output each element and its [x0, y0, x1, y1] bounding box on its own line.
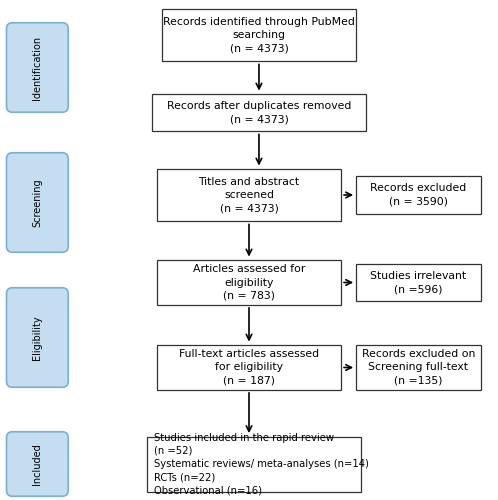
FancyBboxPatch shape — [6, 23, 68, 112]
Text: Studies included in the rapid review
(n =52)
Systematic reviews/ meta-analyses (: Studies included in the rapid review (n … — [154, 432, 369, 496]
Text: Titles and abstract
screened
(n = 4373): Titles and abstract screened (n = 4373) — [198, 177, 300, 213]
Text: Records excluded on
Screening full-text
(n =135): Records excluded on Screening full-text … — [362, 350, 475, 386]
FancyBboxPatch shape — [162, 8, 356, 61]
Text: Screening: Screening — [32, 178, 42, 227]
FancyBboxPatch shape — [147, 436, 361, 492]
FancyBboxPatch shape — [157, 345, 341, 390]
FancyBboxPatch shape — [356, 264, 481, 301]
Text: Articles assessed for
eligibility
(n = 783): Articles assessed for eligibility (n = 7… — [193, 264, 305, 300]
FancyBboxPatch shape — [152, 94, 366, 131]
Text: Identification: Identification — [32, 36, 42, 100]
FancyBboxPatch shape — [6, 432, 68, 496]
Text: Records excluded
(n = 3590): Records excluded (n = 3590) — [370, 184, 467, 206]
Text: Eligibility: Eligibility — [32, 315, 42, 360]
Text: Studies irrelevant
(n =596): Studies irrelevant (n =596) — [370, 271, 467, 294]
FancyBboxPatch shape — [157, 169, 341, 221]
Text: Full-text articles assessed
for eligibility
(n = 187): Full-text articles assessed for eligibil… — [179, 350, 319, 386]
Text: Records after duplicates removed
(n = 4373): Records after duplicates removed (n = 43… — [167, 101, 351, 124]
FancyBboxPatch shape — [157, 260, 341, 305]
FancyBboxPatch shape — [6, 153, 68, 252]
Text: Records identified through PubMed
searching
(n = 4373): Records identified through PubMed search… — [163, 17, 355, 53]
FancyBboxPatch shape — [356, 345, 481, 390]
Text: Included: Included — [32, 443, 42, 485]
FancyBboxPatch shape — [356, 176, 481, 214]
FancyBboxPatch shape — [6, 288, 68, 387]
